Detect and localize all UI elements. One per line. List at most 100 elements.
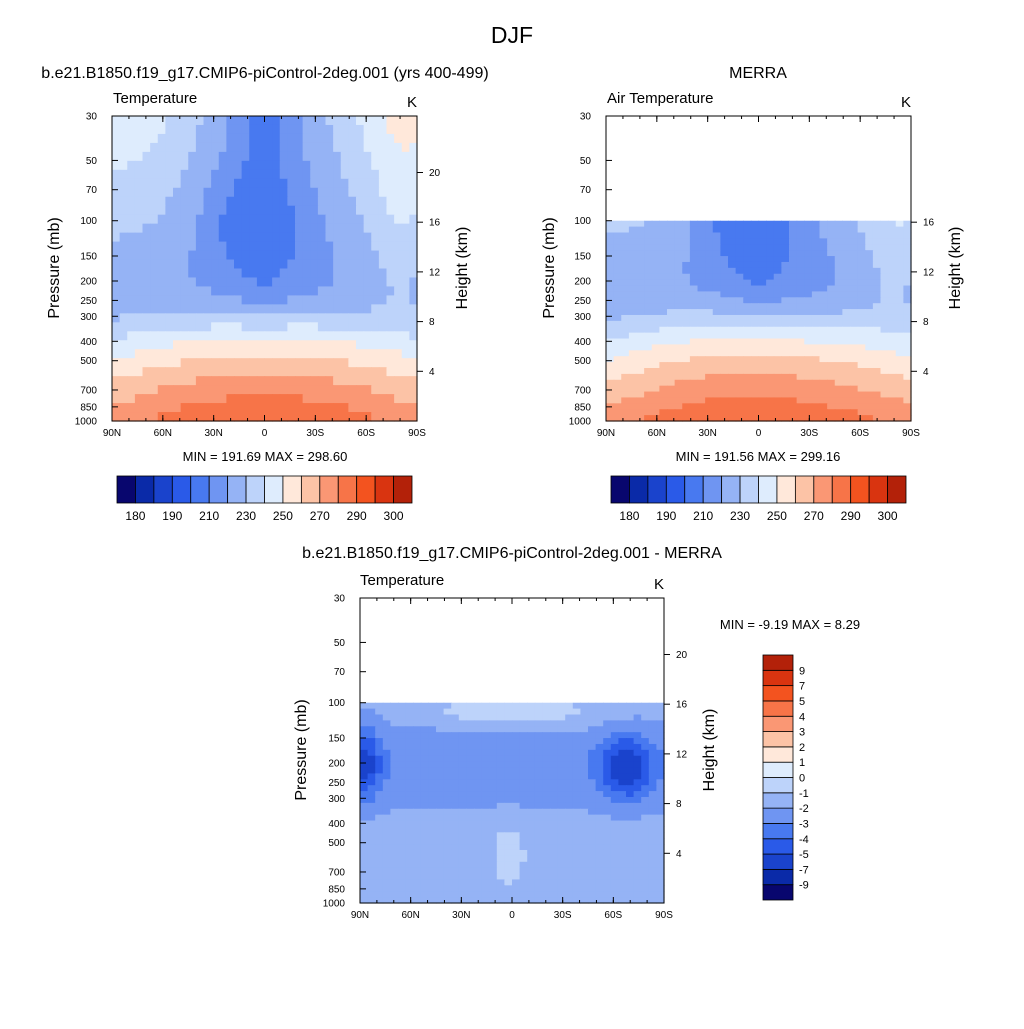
panel-model-cell	[287, 250, 296, 261]
panel-obs-cell	[743, 256, 752, 263]
panel-obs-cell	[674, 350, 683, 357]
panel-model-cell	[165, 304, 174, 314]
panel-obs-cell	[773, 220, 782, 228]
panel-obs-cell	[667, 226, 676, 234]
panel-model-cell	[348, 349, 357, 359]
panel-diff-cell	[382, 767, 391, 775]
panel-model-cell	[188, 403, 197, 413]
panel-obs-cell	[865, 220, 874, 228]
panel-model-cell	[165, 116, 174, 126]
panel-diff-colorbar-label: -1	[799, 788, 809, 800]
panel-obs-cell	[842, 403, 851, 410]
panel-diff-cell	[504, 761, 513, 769]
panel-diff-cell	[534, 791, 543, 798]
panel-obs-cell	[888, 273, 897, 281]
panel-diff-cell	[626, 861, 635, 869]
panel-diff-colorbar-swatch	[762, 746, 794, 763]
panel-diff-cell	[610, 814, 619, 822]
panel-obs-cell	[735, 226, 744, 234]
panel-diff-cell	[398, 808, 407, 816]
panel-obs-cell	[842, 338, 851, 346]
panel-diff-cell	[367, 785, 376, 792]
panel-model-cell	[287, 376, 296, 386]
panel-obs-field	[606, 220, 912, 422]
panel-diff-cell	[451, 844, 460, 851]
panel-model-cell	[340, 116, 349, 126]
panel-model-cell	[409, 340, 418, 350]
panel-model-x-tick-label: 90N	[103, 428, 121, 439]
panel-obs-x-tick-label: 30N	[698, 428, 716, 439]
panel-obs-cell	[857, 403, 866, 410]
panel-diff-cell	[618, 861, 627, 869]
panel-diff-cell	[451, 820, 460, 828]
panel-obs-cell	[903, 320, 912, 328]
panel-model-cell	[409, 385, 418, 395]
panel-diff-cell	[588, 755, 597, 763]
panel-model-colorbar-swatch	[245, 475, 265, 504]
panel-model-cell	[256, 340, 266, 350]
panel-diff-cell	[565, 755, 574, 763]
panel-obs-colorbar-swatch	[665, 475, 686, 504]
panel-model-cell	[356, 295, 365, 305]
panel-model-cell	[394, 295, 403, 305]
panel-model-cell	[409, 124, 418, 135]
panel-model-cell	[325, 403, 334, 413]
panel-diff-cell	[481, 796, 490, 804]
panel-model-cell	[401, 187, 410, 198]
panel-model-cell	[348, 187, 357, 198]
panel-model-cell	[165, 196, 174, 207]
panel-model-cell	[279, 214, 288, 225]
panel-diff-cell	[550, 814, 559, 822]
panel-obs-cell	[804, 356, 813, 363]
panel-model-cell	[333, 232, 342, 243]
panel-model-cell	[157, 232, 166, 243]
panel-obs-cell	[842, 244, 851, 251]
panel-model-cell	[348, 412, 357, 422]
panel-model-colorbar-swatch	[227, 475, 247, 504]
panel-obs-cell	[667, 232, 676, 239]
panel-obs-cell	[811, 326, 821, 334]
panel-diff-cell	[451, 802, 460, 810]
panel-diff-cell	[474, 738, 483, 745]
panel-diff-cell	[496, 732, 505, 739]
panel-obs-cell	[720, 303, 729, 310]
panel-diff-cell	[504, 726, 513, 733]
panel-obs-colorbar-swatch	[684, 475, 704, 504]
panel-obs-cell	[621, 267, 630, 275]
panel-diff-cell	[641, 732, 650, 739]
panel-obs-cell	[857, 256, 866, 263]
panel-diff-cell	[588, 808, 597, 816]
panel-model-cell	[127, 116, 136, 126]
panel-obs-cell	[796, 220, 805, 228]
panel-model-height-tick-label: 4	[429, 367, 435, 378]
panel-model-cell	[386, 322, 395, 332]
panel-obs-cell	[781, 373, 790, 381]
panel-obs-cell	[735, 309, 744, 316]
panel-diff-cell	[603, 808, 612, 816]
panel-model-cell	[150, 232, 159, 243]
panel-diff-cell	[458, 897, 467, 904]
panel-obs-cell	[674, 238, 683, 245]
panel-obs-cell	[613, 379, 622, 387]
panel-obs-colorbar-swatch	[610, 475, 630, 504]
panel-obs-cell	[857, 303, 866, 310]
panel-model-cell	[241, 223, 250, 234]
panel-diff-cell	[428, 838, 437, 845]
panel-obs-cell	[766, 344, 775, 351]
panel-obs-cell	[789, 391, 798, 399]
panel-obs-y-tick-label: 150	[574, 251, 591, 262]
panel-obs-cell	[674, 326, 683, 334]
panel-model-cell	[394, 340, 403, 350]
panel-diff-cell	[458, 702, 467, 710]
panel-model-cell	[272, 241, 281, 252]
panel-obs-cell	[903, 373, 912, 381]
panel-obs-cell	[697, 397, 706, 404]
panel-model-cell	[340, 313, 349, 323]
panel-diff-cell	[626, 849, 635, 857]
panel-diff-cell	[618, 832, 627, 839]
panel-obs-cell	[651, 332, 660, 340]
panel-diff-cell	[580, 708, 589, 716]
panel-diff-cell	[527, 720, 536, 727]
panel-obs-cell	[728, 291, 737, 298]
panel-diff-cell	[550, 773, 559, 780]
